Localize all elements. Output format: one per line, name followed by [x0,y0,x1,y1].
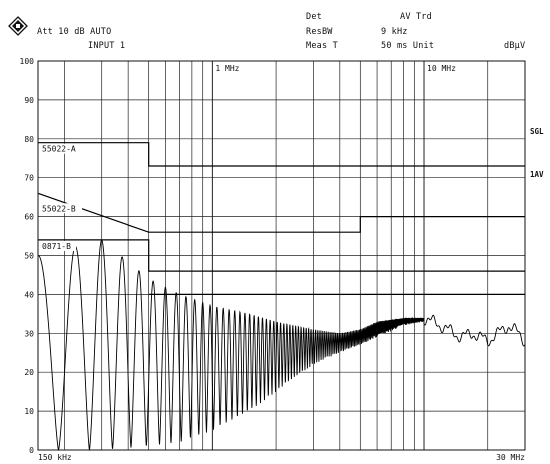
x-tick-label: 150 kHz [38,453,72,462]
limit-line-label: 55022-B [42,204,76,213]
limit-line-label: 55022-A [42,145,76,154]
det-label: Det [306,12,322,22]
resbw-label: ResBW [306,27,333,37]
y-tick-label: 60 [24,213,34,222]
x-tick-label: 1 MHz [215,64,239,73]
input-label: INPUT 1 [88,41,126,51]
attenuation-label: Att 10 dB AUTO [37,27,112,37]
resbw-value: 9 kHz [381,27,408,37]
right-side-label: 1AV [530,170,544,179]
plot-frame [37,60,526,451]
unit-label: dBµV [504,41,526,51]
x-tick-label: 10 MHz [427,64,456,73]
y-tick-label: 10 [24,407,34,416]
limit-label-bg [40,203,82,214]
y-tick-label: 100 [20,57,35,66]
spectrum-trace [37,239,526,451]
logo [8,16,28,36]
y-tick-label: 70 [24,174,34,183]
right-side-label: SGL [530,127,544,136]
y-tick-label: 20 [24,368,34,377]
y-tick-label: 0 [29,446,34,455]
y-tick-label: 80 [24,135,34,144]
rohde-schwarz-diamond-icon [8,16,28,36]
meas-time-label: Meas T [306,41,338,51]
limit-label-bg [40,143,82,154]
limit-line [38,142,525,167]
limit-label-bg [40,240,76,251]
limit-line-label: 0871-B [42,242,71,251]
det-value: AV Trd [400,12,432,22]
y-tick-label: 50 [24,252,34,261]
y-tick-label: 90 [24,96,34,105]
meas-time-value: 50 ms Unit [381,41,435,51]
limit-line [37,192,525,233]
x-tick-label: 30 MHz [496,453,525,462]
y-tick-label: 40 [24,290,34,299]
y-tick-label: 30 [24,329,34,338]
limit-line [38,239,525,272]
